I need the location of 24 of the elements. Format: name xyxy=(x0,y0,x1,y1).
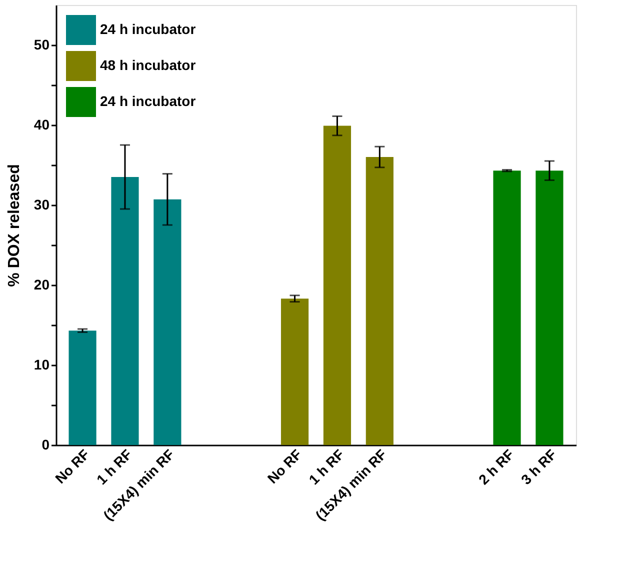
y-tick-label: 20 xyxy=(34,276,50,292)
y-tick-label: 50 xyxy=(34,36,50,52)
y-tick-label: 0 xyxy=(42,436,50,452)
x-tick-label: 2 h RF xyxy=(475,446,518,488)
bar xyxy=(68,330,96,445)
y-tick-label: 30 xyxy=(34,196,50,212)
x-tick-label: 1 h RF xyxy=(93,446,136,488)
y-axis-title: % DOX released xyxy=(6,164,23,287)
x-tick-label: No RF xyxy=(52,446,93,487)
legend-label: 24 h incubator xyxy=(100,21,196,37)
legend-label: 48 h incubator xyxy=(100,57,196,73)
bar xyxy=(536,170,564,445)
legend-label: 24 h incubator xyxy=(100,93,196,109)
y-tick-label: 40 xyxy=(34,116,50,132)
bar xyxy=(366,157,394,445)
bar xyxy=(323,126,352,445)
bar xyxy=(154,199,182,445)
bar xyxy=(280,298,309,445)
bar xyxy=(493,170,521,445)
x-tick-label: 3 h RF xyxy=(518,446,560,488)
bar xyxy=(111,177,139,445)
y-tick-label: 10 xyxy=(34,356,50,372)
x-tick-label: No RF xyxy=(264,446,305,487)
x-tick-label: 1 h RF xyxy=(306,446,348,488)
